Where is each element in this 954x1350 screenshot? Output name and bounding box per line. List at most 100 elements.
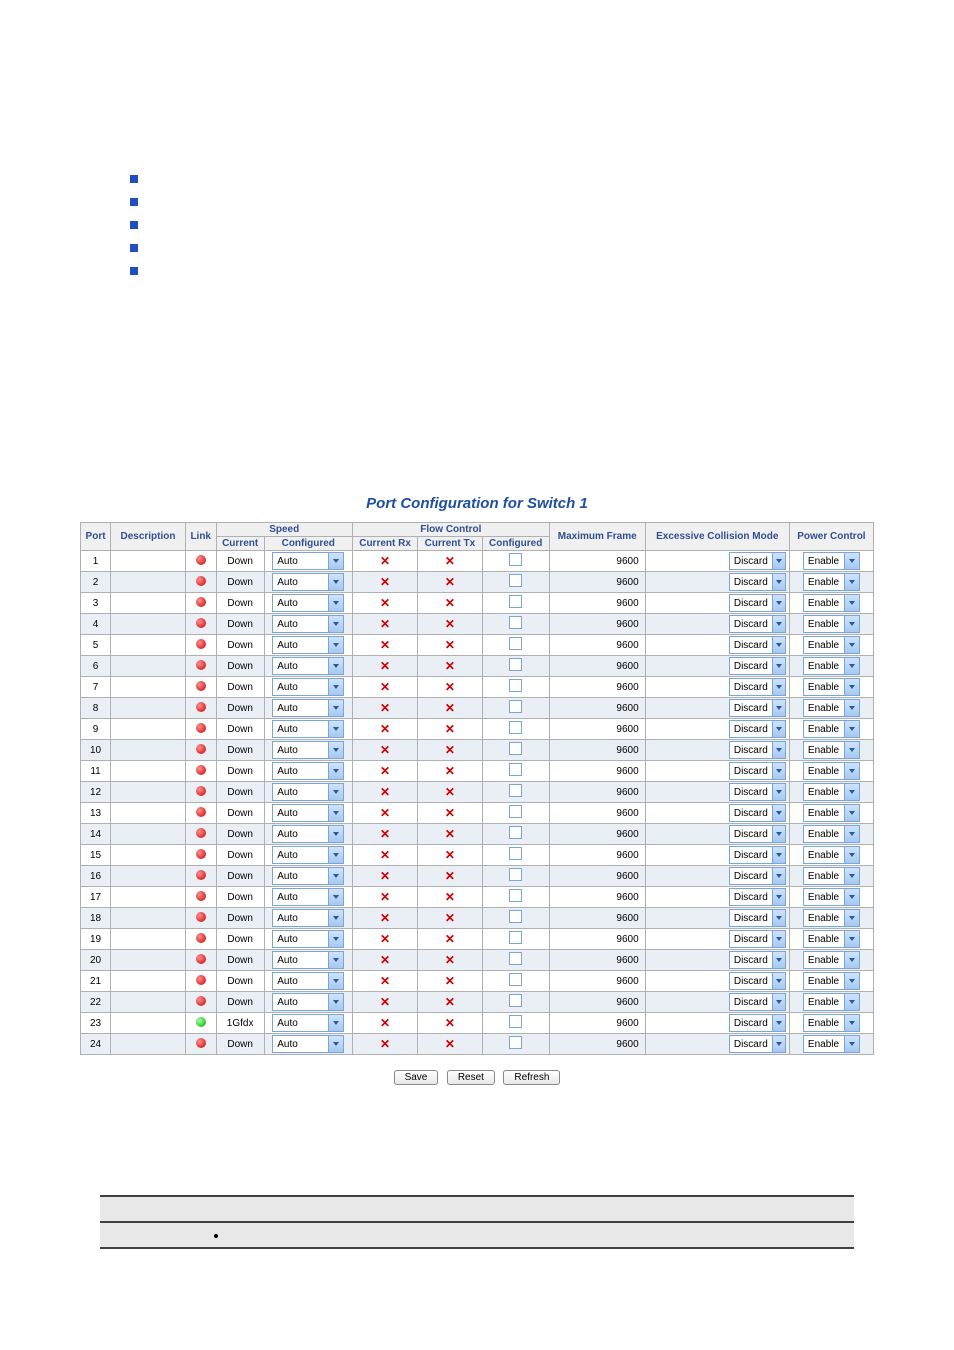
refresh-button[interactable]: Refresh bbox=[503, 1070, 560, 1085]
flow-checkbox[interactable] bbox=[509, 1015, 522, 1028]
ecm-select[interactable]: Discard bbox=[729, 699, 786, 717]
speed-select[interactable]: Auto bbox=[272, 573, 344, 591]
ecm-select[interactable]: Discard bbox=[729, 825, 786, 843]
speed-select[interactable]: Auto bbox=[272, 846, 344, 864]
flow-checkbox[interactable] bbox=[509, 784, 522, 797]
power-select[interactable]: Enable bbox=[803, 678, 860, 696]
ecm-select[interactable]: Discard bbox=[729, 909, 786, 927]
ecm-select[interactable]: Discard bbox=[729, 1035, 786, 1053]
flow-checkbox[interactable] bbox=[509, 868, 522, 881]
flow-checkbox[interactable] bbox=[509, 595, 522, 608]
power-select[interactable]: Enable bbox=[803, 993, 860, 1011]
power-select[interactable]: Enable bbox=[803, 930, 860, 948]
flow-checkbox[interactable] bbox=[509, 805, 522, 818]
power-select[interactable]: Enable bbox=[803, 741, 860, 759]
speed-select[interactable]: Auto bbox=[272, 972, 344, 990]
speed-select[interactable]: Auto bbox=[272, 867, 344, 885]
power-select[interactable]: Enable bbox=[803, 846, 860, 864]
flow-checkbox[interactable] bbox=[509, 889, 522, 902]
power-select[interactable]: Enable bbox=[803, 1035, 860, 1053]
ecm-select[interactable]: Discard bbox=[729, 678, 786, 696]
ecm-select[interactable]: Discard bbox=[729, 720, 786, 738]
speed-select[interactable]: Auto bbox=[272, 678, 344, 696]
ecm-select[interactable]: Discard bbox=[729, 552, 786, 570]
flow-checkbox[interactable] bbox=[509, 1036, 522, 1049]
cell-description bbox=[111, 551, 186, 572]
speed-select[interactable]: Auto bbox=[272, 1035, 344, 1053]
speed-select[interactable]: Auto bbox=[272, 888, 344, 906]
ecm-select[interactable]: Discard bbox=[729, 741, 786, 759]
speed-select[interactable]: Auto bbox=[272, 741, 344, 759]
ecm-select[interactable]: Discard bbox=[729, 951, 786, 969]
power-select[interactable]: Enable bbox=[803, 615, 860, 633]
speed-select[interactable]: Auto bbox=[272, 909, 344, 927]
speed-select[interactable]: Auto bbox=[272, 657, 344, 675]
speed-select[interactable]: Auto bbox=[272, 930, 344, 948]
ecm-select[interactable]: Discard bbox=[729, 846, 786, 864]
power-select[interactable]: Enable bbox=[803, 594, 860, 612]
flow-checkbox[interactable] bbox=[509, 553, 522, 566]
speed-select[interactable]: Auto bbox=[272, 552, 344, 570]
save-button[interactable]: Save bbox=[394, 1070, 439, 1085]
speed-select[interactable]: Auto bbox=[272, 804, 344, 822]
ecm-select[interactable]: Discard bbox=[729, 594, 786, 612]
flow-checkbox[interactable] bbox=[509, 742, 522, 755]
power-select[interactable]: Enable bbox=[803, 951, 860, 969]
ecm-select[interactable]: Discard bbox=[729, 888, 786, 906]
flow-checkbox[interactable] bbox=[509, 763, 522, 776]
ecm-select[interactable]: Discard bbox=[729, 804, 786, 822]
power-select[interactable]: Enable bbox=[803, 720, 860, 738]
ecm-select[interactable]: Discard bbox=[729, 615, 786, 633]
flow-checkbox[interactable] bbox=[509, 931, 522, 944]
power-select[interactable]: Enable bbox=[803, 1014, 860, 1032]
speed-select[interactable]: Auto bbox=[272, 720, 344, 738]
power-select[interactable]: Enable bbox=[803, 573, 860, 591]
power-select[interactable]: Enable bbox=[803, 762, 860, 780]
power-select[interactable]: Enable bbox=[803, 804, 860, 822]
power-select[interactable]: Enable bbox=[803, 783, 860, 801]
ecm-select[interactable]: Discard bbox=[729, 762, 786, 780]
flow-checkbox[interactable] bbox=[509, 952, 522, 965]
flow-checkbox[interactable] bbox=[509, 826, 522, 839]
speed-select[interactable]: Auto bbox=[272, 1014, 344, 1032]
ecm-select[interactable]: Discard bbox=[729, 993, 786, 1011]
ecm-select[interactable]: Discard bbox=[729, 930, 786, 948]
power-select[interactable]: Enable bbox=[803, 972, 860, 990]
ecm-select[interactable]: Discard bbox=[729, 1014, 786, 1032]
flow-checkbox[interactable] bbox=[509, 616, 522, 629]
flow-checkbox[interactable] bbox=[509, 721, 522, 734]
speed-select[interactable]: Auto bbox=[272, 783, 344, 801]
speed-select[interactable]: Auto bbox=[272, 951, 344, 969]
power-select[interactable]: Enable bbox=[803, 657, 860, 675]
speed-select[interactable]: Auto bbox=[272, 615, 344, 633]
power-select[interactable]: Enable bbox=[803, 699, 860, 717]
ecm-select[interactable]: Discard bbox=[729, 783, 786, 801]
power-select[interactable]: Enable bbox=[803, 825, 860, 843]
flow-checkbox[interactable] bbox=[509, 658, 522, 671]
power-select[interactable]: Enable bbox=[803, 909, 860, 927]
speed-select[interactable]: Auto bbox=[272, 993, 344, 1011]
ecm-select[interactable]: Discard bbox=[729, 636, 786, 654]
power-select[interactable]: Enable bbox=[803, 867, 860, 885]
power-select[interactable]: Enable bbox=[803, 636, 860, 654]
ecm-select[interactable]: Discard bbox=[729, 657, 786, 675]
speed-select[interactable]: Auto bbox=[272, 762, 344, 780]
flow-checkbox[interactable] bbox=[509, 847, 522, 860]
flow-checkbox[interactable] bbox=[509, 973, 522, 986]
flow-checkbox[interactable] bbox=[509, 910, 522, 923]
flow-checkbox[interactable] bbox=[509, 679, 522, 692]
power-select[interactable]: Enable bbox=[803, 888, 860, 906]
speed-select[interactable]: Auto bbox=[272, 699, 344, 717]
ecm-select[interactable]: Discard bbox=[729, 972, 786, 990]
ecm-select[interactable]: Discard bbox=[729, 573, 786, 591]
ecm-select[interactable]: Discard bbox=[729, 867, 786, 885]
flow-checkbox[interactable] bbox=[509, 700, 522, 713]
reset-button[interactable]: Reset bbox=[447, 1070, 495, 1085]
flow-checkbox[interactable] bbox=[509, 637, 522, 650]
speed-select[interactable]: Auto bbox=[272, 825, 344, 843]
flow-checkbox[interactable] bbox=[509, 574, 522, 587]
speed-select[interactable]: Auto bbox=[272, 636, 344, 654]
flow-checkbox[interactable] bbox=[509, 994, 522, 1007]
power-select[interactable]: Enable bbox=[803, 552, 860, 570]
speed-select[interactable]: Auto bbox=[272, 594, 344, 612]
